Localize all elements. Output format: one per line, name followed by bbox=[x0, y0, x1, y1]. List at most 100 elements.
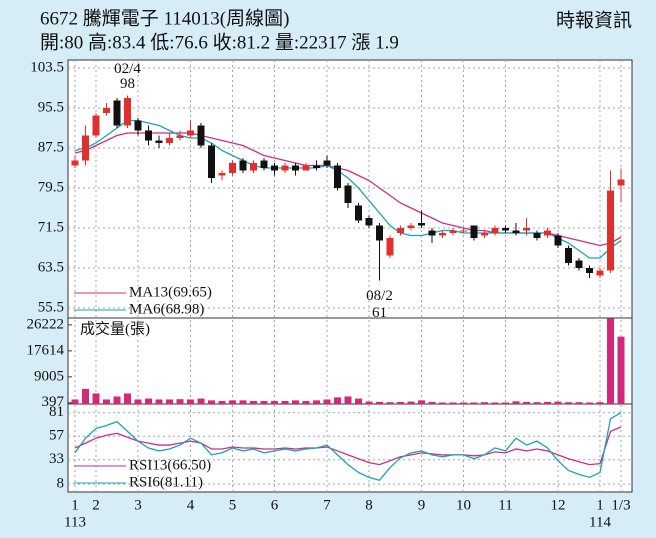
volume-bar bbox=[365, 401, 373, 404]
x-tick-label: 3 bbox=[134, 497, 142, 513]
y-tick-label: 87.5 bbox=[38, 139, 64, 155]
volume-bar bbox=[376, 401, 383, 404]
y-tick-label: 79.5 bbox=[38, 179, 64, 195]
x-tick-label: 1/3 bbox=[611, 497, 630, 513]
x-year-label: 114 bbox=[589, 514, 611, 530]
volume-bar bbox=[502, 402, 509, 404]
candle-body bbox=[596, 270, 604, 276]
volume-bar bbox=[596, 402, 604, 404]
legend-label: RSI13(66.50) bbox=[129, 457, 211, 473]
volume-bar bbox=[103, 399, 110, 404]
candle-body bbox=[166, 138, 173, 143]
volume-bar bbox=[145, 398, 152, 404]
candle-body bbox=[271, 165, 278, 171]
volume-bar bbox=[355, 398, 362, 404]
volume-bar bbox=[292, 400, 299, 404]
volume-bar bbox=[565, 402, 572, 404]
candle-body bbox=[523, 228, 530, 231]
candle-body bbox=[481, 233, 488, 236]
volume-bar bbox=[281, 400, 289, 404]
volume-bar bbox=[418, 400, 425, 404]
candle-body bbox=[323, 160, 331, 166]
candle-body bbox=[554, 235, 562, 246]
annotation-date: 02/4 bbox=[114, 61, 141, 77]
candle-body bbox=[302, 165, 310, 171]
annotation-value: 98 bbox=[120, 76, 135, 92]
y-tick-label: 26222 bbox=[27, 316, 65, 332]
candle-body bbox=[418, 223, 425, 226]
chart-title: 6672 騰輝電子 114013(周線圖) bbox=[40, 7, 289, 29]
candle-body bbox=[586, 268, 593, 273]
volume-bar bbox=[344, 396, 352, 404]
candle-body bbox=[218, 173, 226, 176]
candle-body bbox=[239, 160, 247, 171]
candle-body bbox=[565, 248, 572, 263]
candle-body bbox=[197, 125, 205, 146]
volume-bar bbox=[155, 399, 163, 404]
volume-bar bbox=[229, 400, 236, 404]
candle-body bbox=[439, 233, 446, 236]
series-line bbox=[74, 412, 622, 482]
candle-body bbox=[386, 238, 394, 256]
candle-body bbox=[376, 225, 383, 241]
volume-bar bbox=[607, 318, 614, 404]
y-tick-label: 55.5 bbox=[38, 299, 64, 315]
volume-bar bbox=[460, 402, 467, 404]
candle-body bbox=[575, 260, 583, 268]
series-line bbox=[74, 426, 622, 466]
candle-body bbox=[82, 135, 89, 161]
x-tick-label: 11 bbox=[498, 497, 512, 513]
plot-frame bbox=[67, 59, 633, 493]
x-tick-label: 2 bbox=[92, 497, 100, 513]
volume-bar bbox=[481, 402, 488, 404]
candle-body bbox=[365, 218, 373, 226]
candle-body bbox=[260, 160, 268, 168]
y-tick-label: 33 bbox=[49, 451, 64, 467]
volume-bar bbox=[449, 402, 457, 404]
volume-bar bbox=[533, 402, 541, 404]
volume-bar bbox=[439, 402, 446, 404]
y-tick-label: 57 bbox=[49, 428, 65, 444]
volume-bar bbox=[134, 399, 142, 404]
candle-body bbox=[407, 225, 415, 228]
candle-body bbox=[281, 165, 289, 171]
volume-bar bbox=[260, 400, 268, 404]
volume-bar bbox=[575, 402, 583, 404]
volume-bar bbox=[176, 399, 184, 404]
volume-bar bbox=[323, 399, 331, 404]
y-tick-label: 71.5 bbox=[38, 219, 64, 235]
y-tick-label: 17614 bbox=[27, 342, 65, 358]
y-tick-label: 8 bbox=[57, 476, 65, 492]
candle-body bbox=[397, 228, 404, 233]
volume-bar bbox=[586, 402, 593, 404]
y-tick-label: 81 bbox=[49, 404, 64, 420]
candle-body bbox=[92, 115, 100, 136]
volume-bar bbox=[71, 399, 79, 404]
candle-body bbox=[428, 230, 436, 236]
volume-bar bbox=[218, 400, 226, 404]
volume-bar bbox=[386, 402, 394, 404]
volume-bar bbox=[491, 402, 499, 404]
volume-bar bbox=[407, 401, 415, 404]
y-tick-label: 63.5 bbox=[38, 259, 64, 275]
y-tick-label: 397 bbox=[42, 394, 65, 410]
subtitle: 開:80 高:83.4 低:76.6 收:81.2 量:22317 漲 1.9 bbox=[40, 31, 399, 53]
candle-body bbox=[124, 98, 131, 126]
x-tick-label: 7 bbox=[323, 497, 331, 513]
x-tick-label: 6 bbox=[271, 497, 279, 513]
annotation-value: 61 bbox=[372, 305, 387, 321]
candle-body bbox=[134, 120, 142, 131]
legend-label: RSI6(81.11) bbox=[129, 474, 203, 490]
volume-bar bbox=[302, 400, 310, 404]
candle-body bbox=[187, 130, 194, 136]
candle-body bbox=[113, 100, 121, 126]
volume-bar bbox=[512, 401, 520, 404]
candle-body bbox=[460, 230, 467, 232]
volume-bar bbox=[397, 401, 404, 404]
volume-bar bbox=[208, 400, 215, 404]
volume-bar bbox=[544, 401, 551, 404]
candle-body bbox=[334, 165, 341, 188]
volume-bar bbox=[554, 401, 562, 404]
volume-bar bbox=[124, 393, 131, 404]
